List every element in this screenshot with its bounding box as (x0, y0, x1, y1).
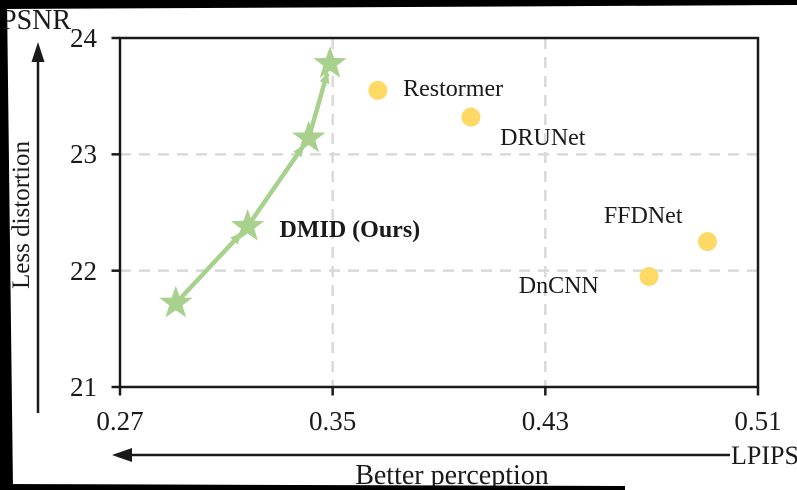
x-tick-label: 0.27 (96, 406, 144, 436)
tick-marks (111, 36, 760, 396)
label-ffdnet: FFDNet (603, 202, 683, 229)
x-direction-label: Better perception (355, 460, 549, 490)
y-direction-arrow (31, 42, 45, 413)
ours-star-marker (292, 120, 326, 153)
gridlines (120, 38, 758, 387)
ours-line-segment (174, 232, 243, 305)
label-drunet: DRUNet (500, 125, 586, 152)
plot-border (118, 36, 760, 389)
competitor-dot (697, 232, 717, 252)
y-tick-label: 24 (70, 23, 97, 53)
y-tick-label: 21 (70, 372, 97, 402)
ours-star-marker (159, 285, 193, 318)
y-direction-label: Less distortion (8, 141, 35, 289)
ours-star-marker (231, 209, 265, 241)
x-tick-label: 0.43 (521, 406, 569, 436)
ours-line-segment (306, 71, 330, 139)
y-tick-label: 23 (70, 139, 97, 170)
x-tick-label: 0.35 (309, 406, 357, 436)
label-restormer: Restormer (403, 76, 504, 103)
ours-star-marker (313, 46, 347, 78)
x-axis-title: LPIPS (731, 441, 797, 470)
label-dncnn: DnCNN (518, 272, 599, 299)
ours-line-segment (245, 144, 305, 228)
label-dmid-ours: DMID (Ours) (279, 216, 421, 243)
x-tick-label: 0.51 (734, 406, 782, 436)
data-marks (159, 46, 717, 318)
competitor-dot (461, 107, 481, 127)
competitor-dot (639, 266, 659, 286)
y-tick-label: 22 (70, 255, 97, 286)
x-direction-arrow (112, 448, 730, 462)
competitor-dot (368, 80, 388, 100)
